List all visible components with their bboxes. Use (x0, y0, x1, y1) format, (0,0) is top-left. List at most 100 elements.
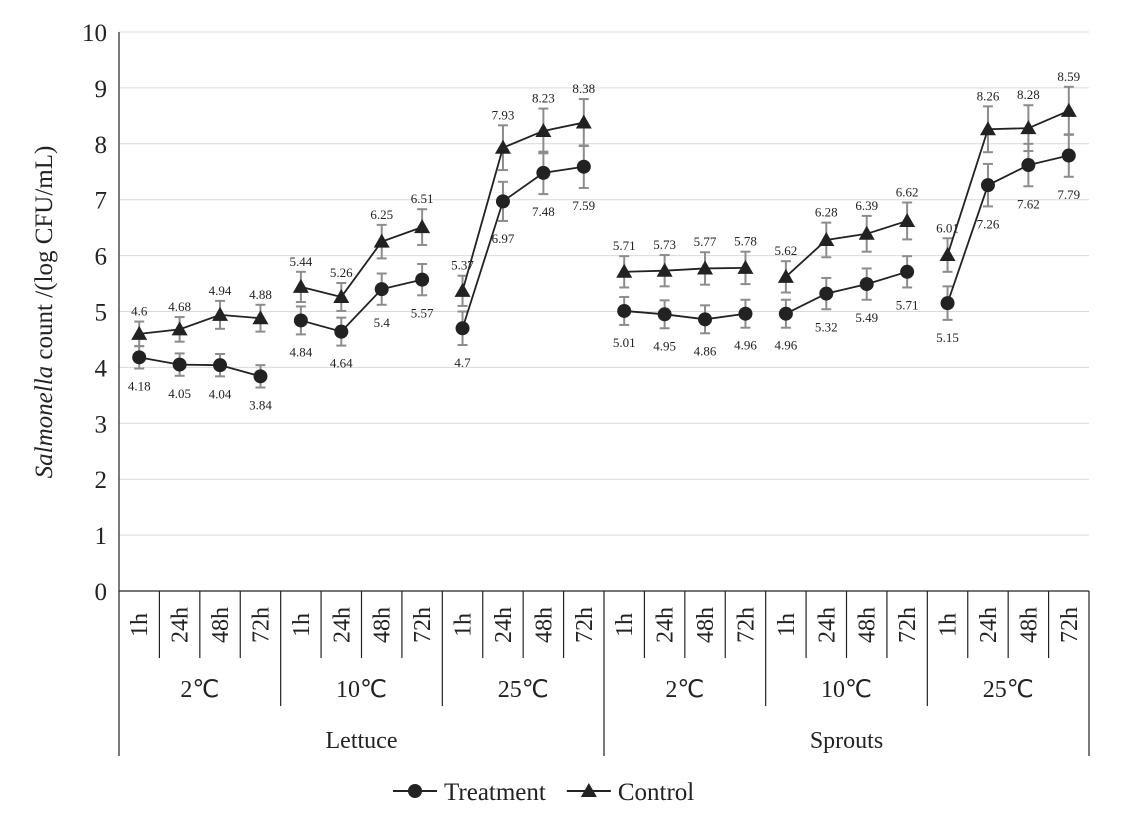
treatment-data-label: 4.86 (694, 343, 717, 358)
control-data-point (899, 212, 916, 227)
control-data-label: 4.94 (209, 283, 232, 298)
control-data-point (656, 262, 673, 277)
y-axis-label-group: Salmonella count /(log CFU/mL) (31, 146, 58, 479)
control-data-point (171, 321, 188, 336)
x-tick-label: 72h (572, 607, 598, 643)
control-data-label: 8.38 (572, 81, 595, 96)
x-tick-label: 1h (612, 613, 638, 637)
control-data-point (373, 233, 390, 248)
temperature-group-label: 25℃ (498, 677, 549, 703)
y-axis-label-rest: count /(log CFU/mL) (31, 146, 58, 366)
temperature-group-label: 10℃ (336, 677, 387, 703)
x-tick-label: 24h (653, 607, 679, 643)
y-tick-label: 8 (95, 132, 108, 159)
y-tick-label: 10 (82, 20, 107, 47)
product-group-label: Sprouts (810, 728, 883, 754)
control-data-label: 7.93 (492, 107, 515, 122)
treatment-data-label: 4.04 (209, 386, 232, 401)
control-data-point (575, 114, 592, 129)
treatment-series-line (785, 270, 908, 315)
x-tick-label: 1h (127, 613, 153, 637)
x-tick-label: 48h (208, 607, 234, 643)
treatment-data-point (293, 313, 308, 328)
error-bars (134, 85, 1074, 389)
treatment-data-label: 5.32 (815, 319, 838, 334)
control-data-label: 4.68 (168, 299, 191, 314)
treatment-data-point (617, 303, 632, 318)
treatment-data-label: 5.49 (855, 310, 878, 325)
treatment-data-point (455, 321, 470, 336)
y-axis-label: Salmonella count /(log CFU/mL) (31, 146, 58, 479)
product-group-label: Lettuce (326, 728, 398, 754)
x-tick-label: 48h (855, 607, 881, 643)
control-data-point (535, 122, 552, 137)
treatment-series-line (300, 278, 423, 333)
legend-treatment-marker (408, 784, 422, 798)
control-data-point (494, 139, 511, 154)
x-tick-label: 1h (289, 613, 315, 637)
treatment-data-point (698, 312, 713, 327)
treatment-series-line (946, 154, 1069, 304)
control-data-point (616, 263, 633, 278)
treatment-data-label: 4.84 (290, 344, 313, 359)
treatment-data-point (213, 358, 228, 373)
treatment-data-label: 4.18 (128, 379, 151, 394)
treatment-data-label: 3.84 (249, 398, 272, 413)
y-tick-label: 5 (95, 300, 108, 327)
control-data-label: 8.28 (1017, 87, 1040, 102)
x-tick-label: 48h (531, 607, 557, 643)
control-data-label: 6.28 (815, 205, 838, 220)
legend-control-label: Control (618, 779, 694, 806)
control-data-label: 5.73 (653, 237, 676, 252)
treatment-data-point (940, 296, 955, 311)
x-tick-label: 24h (168, 607, 194, 643)
control-data-label: 5.71 (613, 238, 636, 253)
control-data-label: 5.62 (775, 243, 798, 258)
series-group (131, 102, 1077, 384)
control-data-point (697, 260, 714, 275)
treatment-data-point (980, 178, 995, 193)
y-tick-label: 1 (95, 523, 108, 550)
axes: 0 1 2 3 4 5 6 7 8 9 10 1h 24h 48h 72h 1h 24h 48h 72h 1h 24h 4… (82, 20, 1090, 756)
control-data-point (292, 278, 309, 293)
control-data-label: 8.26 (977, 88, 1000, 103)
control-data-point (858, 225, 875, 240)
treatment-data-label: 4.95 (653, 338, 676, 353)
y-tick-label: 6 (95, 244, 108, 271)
control-data-point (777, 268, 794, 283)
treatment-data-label: 4.96 (734, 338, 757, 353)
treatment-data-point (172, 357, 187, 372)
x-tick-label: 72h (733, 607, 759, 643)
treatment-data-label: 6.97 (492, 231, 515, 246)
treatment-data-point (536, 165, 551, 180)
control-data-point (979, 121, 996, 136)
treatment-data-label: 7.26 (977, 216, 1000, 231)
temperature-group-label: 10℃ (821, 677, 872, 703)
treatment-data-point (576, 159, 591, 174)
control-data-point (939, 247, 956, 262)
treatment-data-point (859, 277, 874, 292)
treatment-data-label: 7.48 (532, 204, 555, 219)
treatment-data-point (1061, 148, 1076, 163)
control-data-point (818, 231, 835, 246)
control-data-point (454, 282, 471, 297)
control-series-line (300, 226, 423, 298)
x-tick-label: 72h (1057, 607, 1083, 643)
grid-lines (119, 31, 1089, 536)
treatment-data-label: 5.71 (896, 297, 919, 312)
treatment-data-point (334, 324, 349, 339)
control-data-point (1020, 120, 1037, 135)
control-data-label: 8.23 (532, 91, 555, 106)
control-data-label: 5.26 (330, 265, 353, 280)
control-data-point (131, 325, 148, 340)
control-series-line (139, 313, 261, 335)
temperature-group-label: 25℃ (983, 677, 1034, 703)
y-axis-label-italic: Salmonella (31, 366, 58, 479)
control-data-point (333, 288, 350, 303)
x-tick-label: 24h (814, 607, 840, 643)
x-tick-label: 24h (976, 607, 1002, 643)
treatment-data-point (819, 286, 834, 301)
control-data-label: 5.78 (734, 234, 757, 249)
treatment-data-label: 4.05 (168, 386, 191, 401)
